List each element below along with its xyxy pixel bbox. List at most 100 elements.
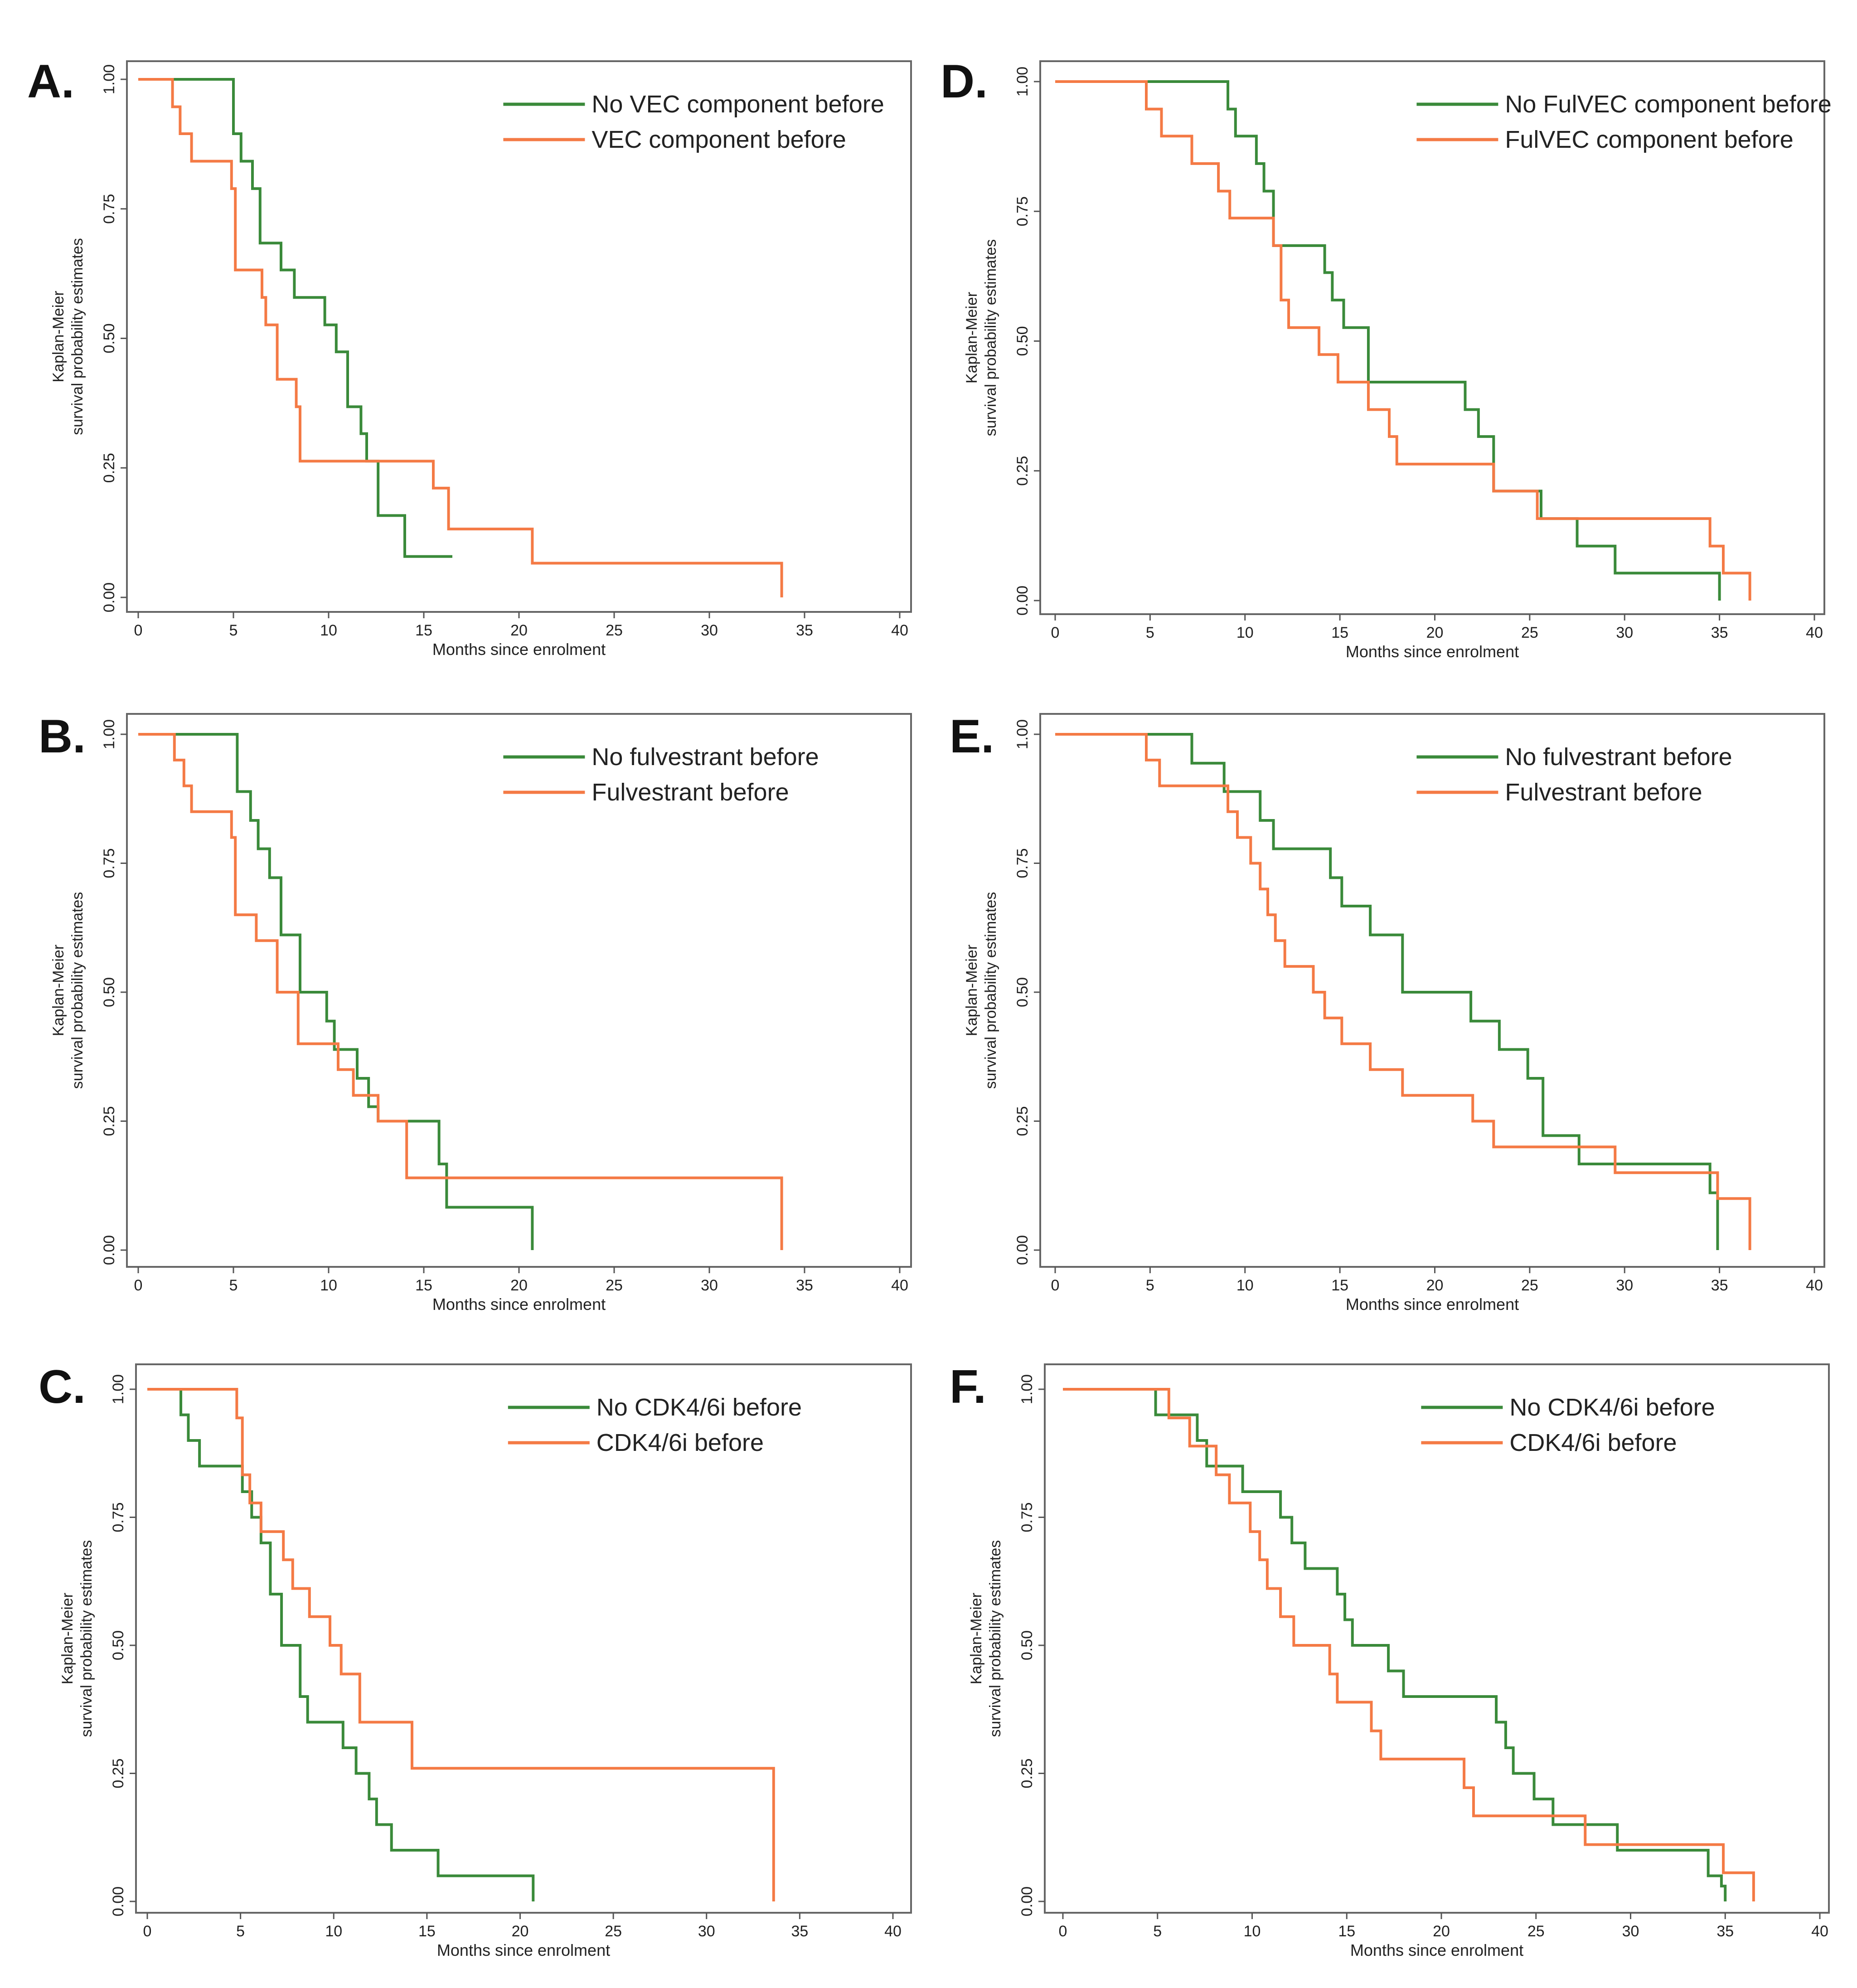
legend-label: No fulvestrant before	[592, 743, 819, 771]
y-tick-label: 0.50	[101, 323, 118, 353]
legend-label: No fulvestrant before	[1505, 743, 1732, 771]
y-tick-label: 0.50	[110, 1630, 127, 1660]
km-curve-no-prior	[1055, 733, 1719, 1250]
x-tick-label: 0	[134, 1277, 143, 1294]
legend-label: No FulVEC component before	[1505, 91, 1831, 118]
y-tick-label: 0.50	[1014, 977, 1031, 1007]
y-tick-label: 1.00	[1018, 1374, 1036, 1404]
x-tick-label: 20	[510, 1277, 528, 1294]
x-tick-label: 40	[1811, 1923, 1828, 1940]
panel-label: B.	[39, 710, 86, 763]
panel-f: F. 0 5 10 15 20 25 30 35 40 Months since enrolment…	[950, 1361, 1830, 1959]
plot-frame	[1039, 713, 1825, 1268]
y-axis-label: Kaplan-Meier	[50, 945, 67, 1036]
x-tick-label: 5	[229, 1277, 238, 1294]
legend-label: Fulvestrant before	[592, 779, 789, 806]
x-tick-label: 0	[143, 1923, 152, 1940]
x-tick-label: 15	[1338, 1923, 1355, 1940]
y-tick-label: 0.00	[1018, 1886, 1036, 1916]
x-tick-label: 20	[512, 1923, 529, 1940]
plot-frame	[135, 1363, 912, 1914]
y-tick-label: 1.00	[101, 64, 118, 94]
y-tick-label: 0.75	[101, 848, 118, 878]
legend-label: No VEC component before	[592, 91, 884, 118]
x-tick-label: 35	[1711, 624, 1728, 641]
x-axis-label: Months since enrolment	[1346, 1295, 1519, 1314]
panel-label: D.	[941, 55, 988, 108]
y-tick-label: 0.25	[1014, 1106, 1031, 1136]
x-tick-label: 25	[1527, 1923, 1545, 1940]
x-tick-label: 20	[510, 622, 528, 639]
legend: No CDK4/6i before CDK4/6i before	[1421, 1394, 1715, 1456]
y-axis-label: survival probability estimates	[69, 238, 86, 435]
legend-label: CDK4/6i before	[1509, 1429, 1677, 1456]
legend: No VEC component before VEC component bef…	[503, 91, 884, 153]
panel-a: A. 0 5 10 15 20 25 30 35 40 Months since enrolment…	[27, 55, 912, 659]
x-tick-label: 30	[1616, 624, 1633, 641]
y-tick-label: 1.00	[101, 719, 118, 749]
legend: No fulvestrant before Fulvestrant before	[1416, 743, 1732, 806]
x-tick-label: 35	[1711, 1277, 1728, 1294]
legend: No fulvestrant before Fulvestrant before	[503, 743, 819, 806]
x-tick-label: 20	[1433, 1923, 1450, 1940]
km-curve-prior	[138, 78, 783, 597]
y-tick-label: 0.25	[110, 1758, 127, 1788]
x-tick-label: 5	[1146, 1277, 1154, 1294]
plot-frame	[126, 713, 912, 1268]
x-axis-label: Months since enrolment	[437, 1941, 610, 1959]
x-tick-label: 10	[1236, 1277, 1254, 1294]
km-curve-no-prior	[1063, 1388, 1727, 1901]
x-tick-label: 15	[418, 1923, 436, 1940]
y-tick-label: 0.00	[110, 1886, 127, 1916]
legend: No FulVEC component before FulVEC compone…	[1416, 91, 1832, 153]
legend-label: No CDK4/6i before	[596, 1394, 802, 1421]
y-tick-label: 0.00	[101, 1235, 118, 1265]
y-tick-label: 0.50	[101, 977, 118, 1007]
y-tick-label: 1.00	[1014, 67, 1031, 97]
y-tick-label: 0.25	[1018, 1758, 1036, 1788]
y-tick-label: 0.00	[1014, 1235, 1031, 1265]
y-axis-label: Kaplan-Meier	[963, 945, 980, 1036]
x-tick-label: 0	[1059, 1923, 1067, 1940]
legend: No CDK4/6i before CDK4/6i before	[508, 1394, 802, 1456]
x-tick-label: 30	[701, 622, 718, 639]
x-tick-label: 5	[229, 622, 238, 639]
y-axis-label: Kaplan-Meier	[963, 292, 980, 383]
y-tick-label: 0.75	[1018, 1502, 1036, 1532]
y-axis-label: Kaplan-Meier	[50, 291, 67, 382]
y-axis-label: survival probability estimates	[987, 1540, 1004, 1737]
y-tick-label: 0.75	[110, 1502, 127, 1532]
x-tick-label: 20	[1426, 624, 1444, 641]
legend-label: No CDK4/6i before	[1509, 1394, 1715, 1421]
x-tick-label: 35	[1716, 1923, 1734, 1940]
panel-label: C.	[39, 1361, 86, 1413]
km-curve-prior	[147, 1388, 775, 1901]
y-axis-label: survival probability estimates	[982, 892, 999, 1089]
panel-label: A.	[27, 55, 74, 108]
y-tick-label: 0.50	[1014, 326, 1031, 356]
km-curve-prior	[1063, 1388, 1755, 1901]
panel-b: B. 0 5 10 15 20 25 30 35 40 Months since enrolment…	[39, 710, 912, 1314]
y-tick-label: 1.00	[110, 1374, 127, 1404]
y-tick-label: 0.25	[101, 1106, 118, 1136]
legend-label: Fulvestrant before	[1505, 779, 1702, 806]
x-tick-label: 25	[606, 622, 623, 639]
x-axis-label: Months since enrolment	[432, 640, 606, 659]
panel-c: C. 0 5 10 15 20 25 30 35 40 Months since enrolment…	[39, 1361, 912, 1959]
x-axis-label: Months since enrolment	[1346, 642, 1519, 661]
x-tick-label: 10	[320, 622, 337, 639]
x-axis-label: Months since enrolment	[432, 1295, 606, 1314]
x-tick-label: 40	[1806, 624, 1823, 641]
y-tick-label: 0.75	[101, 194, 118, 224]
km-curve-prior	[138, 733, 783, 1250]
x-axis-label: Months since enrolment	[1350, 1941, 1523, 1959]
x-tick-label: 15	[415, 622, 432, 639]
x-tick-label: 25	[1521, 624, 1538, 641]
km-curve-prior	[1055, 733, 1751, 1250]
km-curve-no-prior	[1055, 80, 1721, 601]
x-tick-label: 40	[891, 1277, 908, 1294]
x-tick-label: 30	[698, 1923, 715, 1940]
x-tick-label: 40	[1806, 1277, 1823, 1294]
y-tick-label: 1.00	[1014, 719, 1031, 749]
